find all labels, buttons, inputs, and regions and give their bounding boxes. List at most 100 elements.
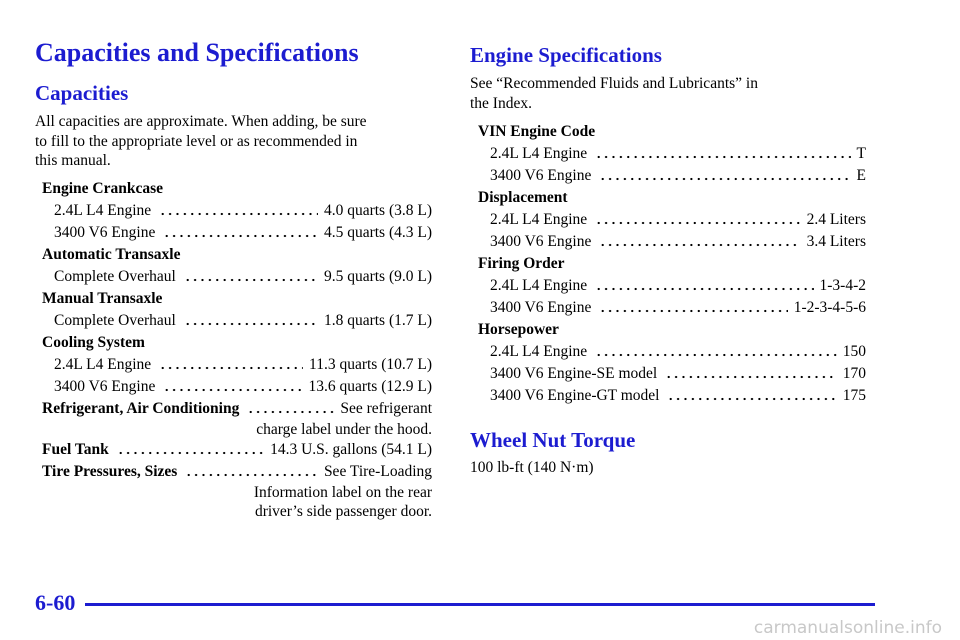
spec-row: 2.4L L4 Engine 2.4 Liters xyxy=(478,209,866,231)
spec-label: 2.4L L4 Engine xyxy=(54,202,152,219)
dot-leader xyxy=(159,366,304,370)
spec-label: Complete Overhaul xyxy=(54,312,176,329)
group-label: Horsepower xyxy=(478,321,559,338)
dot-leader xyxy=(595,353,837,357)
dot-leader xyxy=(599,177,851,181)
page-title: Capacities and Specifications xyxy=(35,38,359,67)
spec-value: 13.6 quarts (12.9 L) xyxy=(308,378,432,395)
spec-label: Refrigerant, Air Conditioning xyxy=(42,400,240,417)
spec-row: Tire Pressures, Sizes See Tire-Loading xyxy=(42,461,432,483)
group-label: Cooling System xyxy=(42,334,145,351)
watermark: carmanualsonline.info xyxy=(753,618,942,638)
dot-leader xyxy=(163,388,303,392)
spec-row: Refrigerant, Air Conditioning See refrige… xyxy=(42,398,432,420)
dot-leader xyxy=(183,322,318,326)
spec-row: 2.4L L4 Engine 4.0 quarts (3.8 L) xyxy=(42,200,432,222)
section-heading: Wheel Nut Torque xyxy=(470,428,636,452)
spec-list: VIN Engine Code 2.4L L4 Engine T 3400 V6 En… xyxy=(478,121,866,407)
dot-leader xyxy=(595,155,851,159)
spec-row: 3400 V6 Engine 13.6 quarts (12.9 L) xyxy=(42,376,432,398)
spec-value: 1-3-4-2 xyxy=(819,277,867,294)
spec-label: Tire Pressures, Sizes xyxy=(42,463,178,480)
spec-row: 3400 V6 Engine-GT model 175 xyxy=(478,385,866,407)
spec-label: 3400 V6 Engine xyxy=(490,233,592,250)
group-label: Automatic Transaxle xyxy=(42,246,181,263)
group-label: Displacement xyxy=(478,189,568,206)
spec-label: 3400 V6 Engine xyxy=(54,224,156,241)
dot-leader xyxy=(183,278,318,282)
spec-value: 170 xyxy=(842,365,866,382)
spec-row: 2.4L L4 Engine T xyxy=(478,143,866,165)
capacity-list: Engine Crankcase 2.4L L4 Engine 4.0 quarts… xyxy=(42,178,432,521)
dot-leader xyxy=(185,473,318,477)
spec-label: 3400 V6 Engine xyxy=(54,378,156,395)
intro-line: to fill to the appropriate level or as r… xyxy=(35,132,358,150)
intro-line: this manual. xyxy=(35,152,111,169)
footer-rule xyxy=(85,603,875,606)
spec-value: See refrigerant xyxy=(340,400,432,417)
group-label: Engine Crankcase xyxy=(42,180,163,197)
spec-label: Complete Overhaul xyxy=(54,268,176,285)
dot-leader xyxy=(599,309,788,313)
spec-label: Fuel Tank xyxy=(42,441,109,458)
spec-value: 3.4 Liters xyxy=(806,233,866,250)
dot-leader xyxy=(159,212,318,216)
intro: All capacities are approximate. When add… xyxy=(35,112,367,171)
spec-row: 3400 V6 Engine 1-2-3-4-5-6 xyxy=(478,297,866,319)
intro-line: See “Recommended Fluids and Lubricants” … xyxy=(470,75,758,92)
dot-leader xyxy=(247,410,335,414)
spec-value: 14.3 U.S. gallons (54.1 L) xyxy=(270,441,432,458)
spec-value-line: charge label under the hood. xyxy=(256,421,432,438)
group-label: Manual Transaxle xyxy=(42,290,163,307)
spec-label: 2.4L L4 Engine xyxy=(490,211,588,228)
spec-label: 2.4L L4 Engine xyxy=(490,145,588,162)
spec-row: 3400 V6 Engine-SE model 170 xyxy=(478,363,866,385)
intro: See “Recommended Fluids and Lubricants” … xyxy=(470,74,758,113)
spec-label: 3400 V6 Engine-SE model xyxy=(490,365,658,382)
page-number: 6-60 xyxy=(35,590,76,615)
spec-label: 2.4L L4 Engine xyxy=(490,343,588,360)
spec-value: T xyxy=(856,145,866,162)
spec-row: 3400 V6 Engine 4.5 quarts (4.3 L) xyxy=(42,222,432,244)
spec-row: Fuel Tank 14.3 U.S. gallons (54.1 L) xyxy=(42,439,432,461)
spec-value: 1-2-3-4-5-6 xyxy=(793,299,866,316)
spec-row: 3400 V6 Engine 3.4 Liters xyxy=(478,231,866,253)
torque-text: 100 lb-ft (140 N·m) xyxy=(470,459,594,476)
spec-row: 2.4L L4 Engine 11.3 quarts (10.7 L) xyxy=(42,354,432,376)
spec-row: 3400 V6 Engine E xyxy=(478,165,866,187)
section-heading: Engine Specifications xyxy=(470,43,662,67)
spec-value: 11.3 quarts (10.7 L) xyxy=(309,356,432,373)
spec-label: 3400 V6 Engine xyxy=(490,299,592,316)
dot-leader xyxy=(599,243,801,247)
intro-line: All capacities are approximate. When add… xyxy=(35,113,367,130)
intro-line: the Index. xyxy=(470,94,532,112)
spec-row: 2.4L L4 Engine 150 xyxy=(478,341,866,363)
spec-value: 1.8 quarts (1.7 L) xyxy=(323,312,432,329)
section-heading: Capacities xyxy=(35,81,129,105)
spec-value: 150 xyxy=(842,343,866,360)
spec-label: 3400 V6 Engine xyxy=(490,167,592,184)
spec-label: 2.4L L4 Engine xyxy=(490,277,588,294)
spec-label: 2.4L L4 Engine xyxy=(54,356,152,373)
spec-row: 2.4L L4 Engine 1-3-4-2 xyxy=(478,275,866,297)
spec-value: 175 xyxy=(842,387,866,404)
spec-row: Complete Overhaul 1.8 quarts (1.7 L) xyxy=(42,310,432,332)
dot-leader xyxy=(595,287,814,291)
spec-value: 4.5 quarts (4.3 L) xyxy=(323,224,432,241)
dot-leader xyxy=(665,375,837,379)
spec-value: 2.4 Liters xyxy=(806,211,866,228)
spec-value: 4.0 quarts (3.8 L) xyxy=(323,202,432,219)
group-label: Firing Order xyxy=(478,255,565,272)
dot-leader xyxy=(163,234,318,238)
dot-leader xyxy=(116,451,265,455)
spec-value: See Tire-Loading xyxy=(323,463,432,480)
dot-leader xyxy=(667,397,837,401)
spec-row: Complete Overhaul 9.5 quarts (9.0 L) xyxy=(42,266,432,288)
spec-value: 9.5 quarts (9.0 L) xyxy=(323,268,432,285)
group-label: VIN Engine Code xyxy=(478,123,596,140)
spec-value: E xyxy=(856,167,866,184)
spec-value-line: driver’s side passenger door. xyxy=(254,503,432,520)
dot-leader xyxy=(595,221,801,225)
spec-label: 3400 V6 Engine-GT model xyxy=(490,387,660,404)
